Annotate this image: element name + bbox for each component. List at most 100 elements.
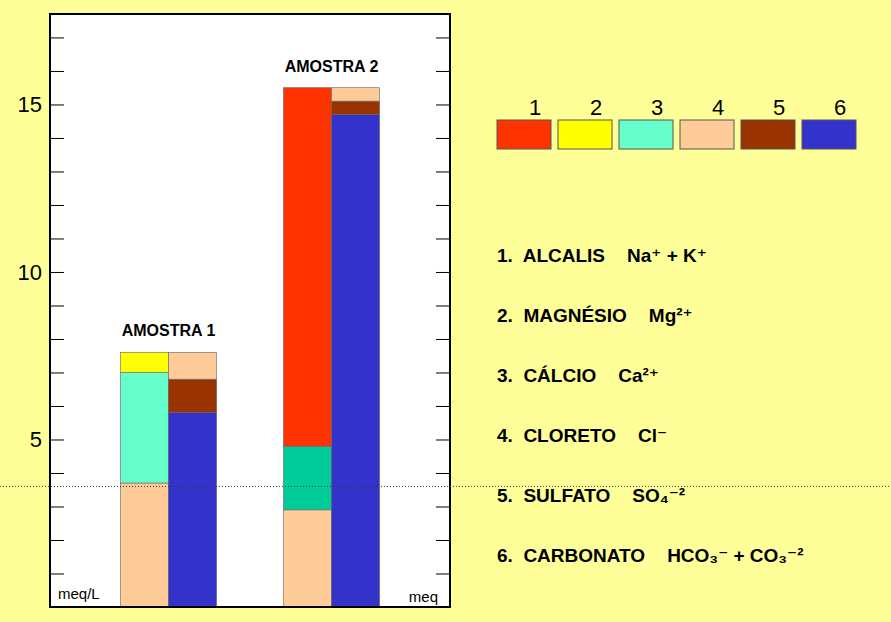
tick [436,439,450,440]
legend-swatch [619,120,673,149]
legend-formula: Ca²⁺ [618,365,659,386]
tick-mark [50,37,64,38]
tick [436,506,450,507]
tick-mark [436,205,450,206]
tick-mark [436,272,450,273]
tick [436,372,450,373]
tick-mark [50,540,64,541]
bar-segment [169,413,217,607]
tick-mark [436,339,450,340]
tick: 10 [18,260,64,285]
tick-mark [436,540,450,541]
legend-label: 2. MAGNÉSIO [497,305,627,326]
tick-mark [436,238,450,239]
legend-swatch [741,120,795,149]
tick-mark [50,573,64,574]
bar-segment [283,510,331,607]
tick-mark [50,305,64,306]
tick [436,473,450,474]
legend-number: 6 [834,95,846,120]
tick [436,305,450,306]
minor-axis-right [436,15,451,608]
reference-line [0,486,891,487]
legend-label: 6. CARBONATO [497,545,645,566]
tick-mark [50,138,64,139]
tick-mark [50,406,64,407]
tick-mark [436,37,450,38]
tick [50,339,64,340]
tick-mark [436,71,450,72]
tick-mark [50,104,64,105]
plot-frame [50,14,450,607]
y-axis-right [436,15,451,608]
tick-label: 5 [30,427,42,452]
legend-swatch [802,120,856,149]
tick-mark [436,138,450,139]
tick-mark [436,406,450,407]
tick [436,205,450,206]
tick [436,37,450,38]
legend-label: 3. CÁLCIO [497,365,596,386]
tick [436,573,450,574]
legend-formula: HCO₃⁻ + CO₃⁻² [667,545,803,566]
y-axis: 5 10 15 [18,15,64,608]
tick [50,473,64,474]
tick-mark [436,506,450,507]
tick-mark [50,372,64,373]
axis-line [50,15,51,608]
tick [50,573,64,574]
legend-formula: Mg²⁺ [649,305,693,326]
tick-mark [50,205,64,206]
legend-number: 1 [529,95,541,120]
tick [50,406,64,407]
tick [436,71,450,72]
tick-label: 10 [18,260,42,285]
annotation: meq [409,588,438,605]
tick [50,540,64,541]
legend: 1 1. ALCALIS Na⁺ + K⁺ 2 2. MAGNÉSIO Mg²⁺ 3 3. C… [497,95,856,566]
tick [436,540,450,541]
group-label: AMOSTRA 2 [285,58,379,75]
tick-mark [436,439,450,440]
bar-segment [169,379,217,413]
tick [50,372,64,373]
tick-mark [436,573,450,574]
tick-mark [50,272,64,273]
bar-segment [120,352,168,372]
legend-number: 3 [651,95,663,120]
legend-label: 1. ALCALIS [497,245,605,266]
legend-number: 5 [773,95,785,120]
bar-segment [331,115,379,607]
legend-formula: Na⁺ + K⁺ [627,245,707,266]
tick-label: 15 [18,92,42,117]
tick-mark [436,473,450,474]
tick [50,37,64,38]
tick: 5 [30,427,64,452]
tick [50,506,64,507]
tick [436,104,450,105]
tick [436,406,450,407]
background [0,0,891,622]
legend-formula: SO₄⁻² [632,485,685,506]
minor-axis-left [50,15,64,608]
bar-segment [120,483,168,607]
tick-mark [436,305,450,306]
legend-number: 2 [590,95,602,120]
tick-mark [436,104,450,105]
axis-line [450,15,451,608]
bar-segment [331,101,379,114]
legend-label: 4. CLORETO [497,425,616,446]
tick: 15 [18,92,64,117]
tick [436,339,450,340]
tick-mark [50,171,64,172]
tick-mark [50,71,64,72]
axis-line [50,15,51,608]
tick [50,171,64,172]
y-axis-title: meq/L [58,585,100,602]
tick-mark [50,339,64,340]
tick [436,272,450,273]
tick [436,138,450,139]
bar-segment [331,88,379,101]
tick [50,305,64,306]
group-label: AMOSTRA 1 [122,322,216,339]
